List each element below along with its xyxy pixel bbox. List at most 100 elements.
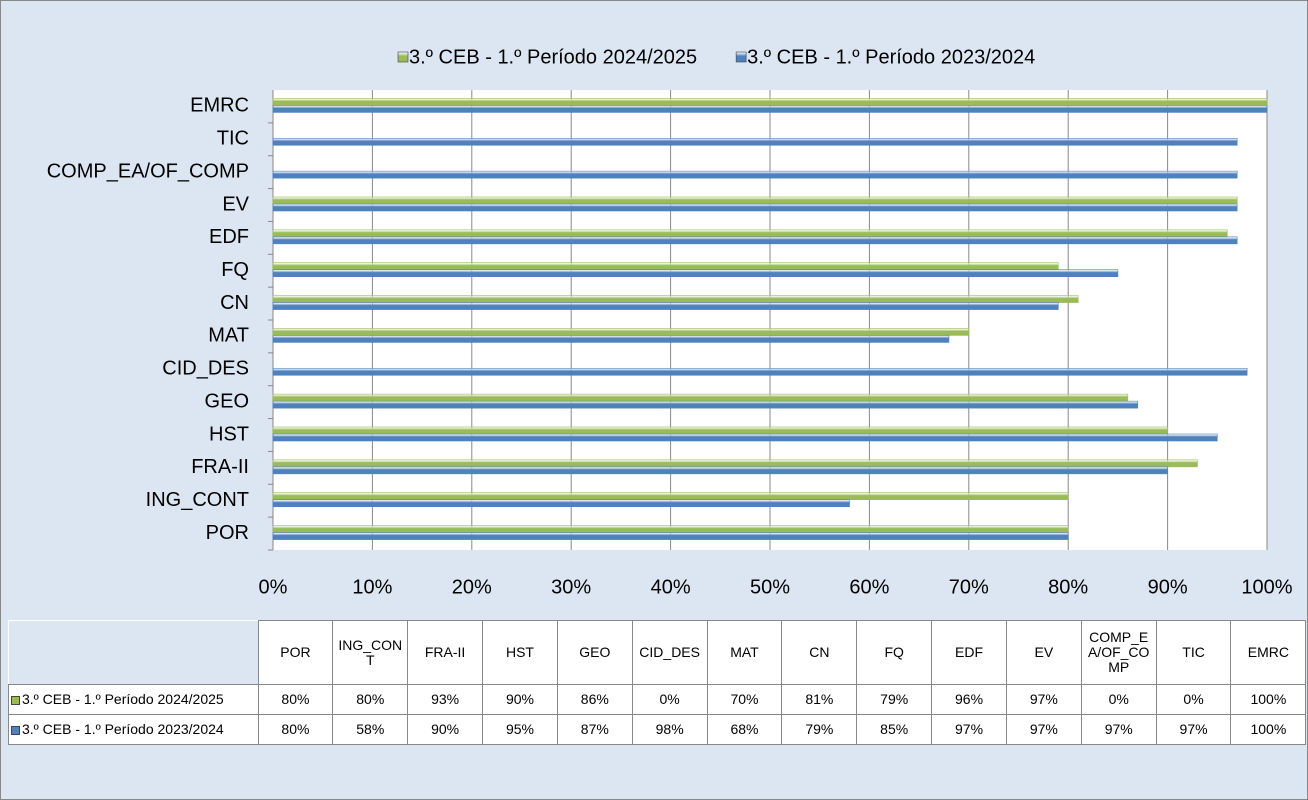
y-tick-label: GEO [205,390,249,412]
column-header: COMP_EA/OF_COMP [1080,620,1157,685]
bar [272,105,1268,113]
legend-label: 3.º CEB - 1.º Período 2023/2024 [747,46,1035,68]
column-header: FQ [856,620,933,685]
value-cell: 98% [631,714,708,745]
bar [272,400,1139,409]
value-cell: 79% [781,714,858,745]
value-cell: 100% [1230,684,1307,715]
column-header: POR [257,620,334,685]
value-cell: 100% [1230,714,1307,745]
bar [272,433,1218,442]
value-cell: 58% [332,714,409,745]
y-tick-label: FRA-II [191,456,249,478]
value-cell: 97% [1005,714,1082,745]
bar [272,532,1069,540]
value-cell: 90% [407,714,484,745]
column-header: FRA-II [407,620,484,685]
blank-cell [8,620,258,685]
column-header: EV [1005,620,1082,685]
y-tick-label: TIC [217,128,249,150]
value-cell: 0% [1155,684,1232,715]
column-header: CN [781,620,858,685]
x-tick-label: 10% [352,576,392,598]
x-tick-label: 20% [452,576,492,598]
legend-marker [735,51,747,63]
bar [272,196,1238,205]
x-tick-label: 0% [259,576,288,598]
value-cell: 80% [257,714,334,745]
column-header: EMRC [1230,620,1307,685]
table-row: POR ING_CONT FRA-II HST GEO CID_DES MAT CN FQ EDF… [8,620,1307,685]
bar [272,499,850,508]
series-name: 3.º CEB - 1.º Período 2024/2025 [22,691,224,707]
bar [272,137,1238,146]
bar [272,328,970,336]
bar [272,302,1059,310]
column-header: GEO [556,620,633,685]
y-tick-label: POR [206,522,249,544]
column-header: CID_DES [631,620,708,685]
value-cell: 95% [482,714,558,745]
value-cell: 90% [482,684,558,715]
value-cell: 86% [556,684,633,715]
row-header: 3.º CEB - 1.º Período 2024/2025 [8,684,259,715]
bar [272,98,1268,106]
value-cell: 80% [257,684,334,715]
value-cell: 68% [706,714,783,745]
x-tick-label: 90% [1148,576,1188,598]
value-cell: 97% [931,714,1007,745]
value-cell: 70% [706,684,783,715]
y-tick-label: MAT [208,325,249,347]
table-row: 3.º CEB - 1.º Período 2024/2025 80% 80% 93%… [8,684,1307,715]
x-tick-label: 70% [949,576,989,598]
bar [272,367,1248,376]
column-header: TIC [1155,620,1232,685]
bar [272,236,1238,245]
x-tick-label: 50% [750,576,790,598]
y-tick-label: ING_CONT [146,489,249,511]
x-tick-label: 40% [651,576,691,598]
data-table: POR ING_CONT FRA-II HST GEO CID_DES MAT CN FQ EDF… [8,620,1307,745]
x-tick-label: 80% [1048,576,1088,598]
column-header: MAT [706,620,783,685]
bar [272,492,1069,501]
y-tick-label: COMP_EA/OF_COMP [47,160,249,182]
y-tick-label: FQ [221,259,249,281]
legend-key [11,695,20,705]
column-header: EDF [931,620,1007,685]
bar [272,335,950,343]
bar [272,426,1168,435]
bar [272,262,1059,271]
bar [272,203,1238,212]
row-header: 3.º CEB - 1.º Período 2023/2024 [8,714,259,745]
value-cell: 81% [781,684,858,715]
value-cell: 0% [1080,684,1157,715]
y-tick-label: EV [222,193,249,215]
value-cell: 93% [407,684,484,715]
bar [272,466,1168,475]
column-header: ING_CONT [332,620,409,685]
bar [272,229,1228,238]
table-row: 3.º CEB - 1.º Período 2023/2024 80% 58% 90%… [8,714,1307,745]
value-cell: 97% [1155,714,1232,745]
y-tick-label: CN [220,292,249,314]
bar [272,295,1079,303]
column-header: HST [482,620,558,685]
bar [272,269,1119,278]
y-tick-label: EMRC [190,95,249,117]
bar [272,393,1129,402]
legend-key [11,725,20,735]
x-tick-label: 60% [849,576,889,598]
value-cell: 97% [1005,684,1082,715]
value-cell: 80% [332,684,409,715]
y-tick-label: HST [209,423,249,445]
value-cell: 96% [931,684,1007,715]
y-tick-label: EDF [209,226,249,248]
value-cell: 0% [631,684,708,715]
value-cell: 79% [856,684,933,715]
series-name: 3.º CEB - 1.º Período 2023/2024 [22,721,224,737]
y-tick-label: CID_DES [162,358,249,380]
value-cell: 97% [1080,714,1157,745]
